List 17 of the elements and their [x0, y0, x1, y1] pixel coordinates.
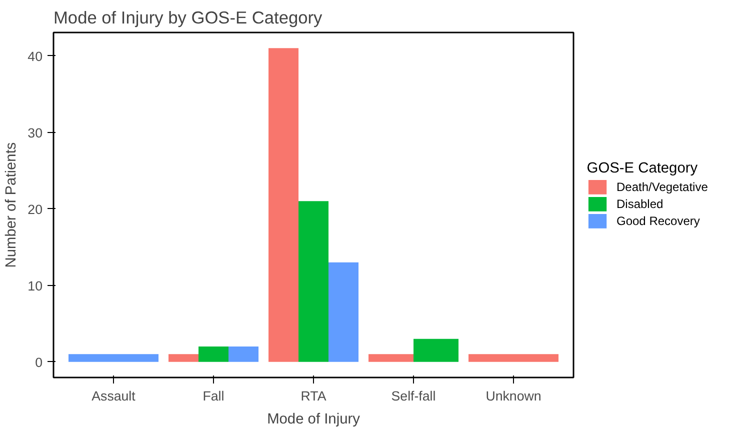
chart-title: Mode of Injury by GOS-E Category — [54, 8, 323, 28]
x-tick-label: Unknown — [486, 388, 542, 404]
y-tick-label: 0 — [35, 354, 43, 370]
legend-title: GOS-E Category — [586, 160, 698, 176]
x-tick-label: RTA — [300, 388, 326, 404]
y-tick-label: 20 — [28, 202, 43, 217]
y-tick-label: 30 — [28, 125, 43, 140]
y-axis-title: Number of Patients — [4, 142, 20, 268]
x-tick-label: Fall — [202, 388, 224, 404]
legend-label: Death/Vegetative — [616, 180, 708, 194]
x-tick-label: Self-fall — [391, 388, 436, 404]
legend-label: Good Recovery — [616, 214, 700, 228]
y-tick-label: 40 — [28, 48, 43, 64]
y-tick-label: 10 — [28, 278, 43, 294]
legend-label: Disabled — [616, 197, 664, 212]
x-axis-title: Mode of Injury — [267, 412, 361, 428]
x-tick-label: Assault — [92, 388, 136, 404]
